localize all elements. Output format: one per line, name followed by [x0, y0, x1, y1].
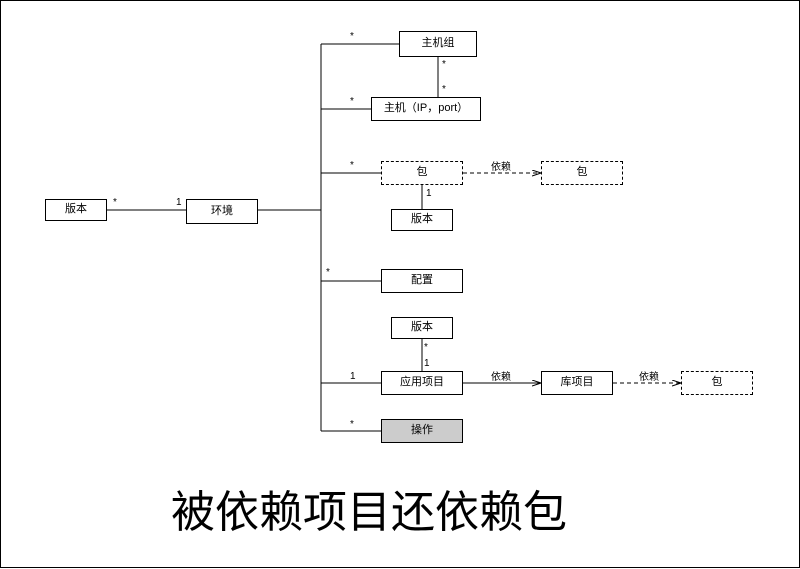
edge-label: *: [424, 342, 428, 353]
caption: 被依赖项目还依赖包: [171, 476, 567, 540]
edge-label: 依赖: [491, 368, 511, 383]
edge-label: *: [442, 59, 446, 70]
edge-label: 依赖: [639, 368, 659, 383]
edge-label: *: [113, 197, 117, 208]
edge-label: 1: [426, 188, 432, 199]
node-yingyong: 应用项目: [381, 371, 463, 395]
edge-label: 1: [176, 197, 182, 208]
node-huanjing: 环境: [186, 199, 258, 224]
node-caozuo: 操作: [381, 419, 463, 443]
edge-label: *: [326, 267, 330, 278]
node-bao2: 包: [541, 161, 623, 185]
node-kuxiangmu: 库项目: [541, 371, 613, 395]
edge-label: 1: [350, 371, 356, 382]
edge-label: 依赖: [491, 158, 511, 173]
edge-label: *: [350, 419, 354, 430]
node-banben_left: 版本: [45, 199, 107, 221]
node-bao3: 包: [681, 371, 753, 395]
edge-label: 1: [424, 358, 430, 369]
diagram-canvas: 被依赖项目还依赖包 版本环境主机组主机（IP，port）包包版本配置版本应用项目…: [0, 0, 800, 568]
node-zhujizu: 主机组: [399, 31, 477, 57]
edge-label: *: [350, 160, 354, 171]
node-banben_mid: 版本: [391, 209, 453, 231]
node-zhuji: 主机（IP，port）: [371, 97, 481, 121]
node-bao1: 包: [381, 161, 463, 185]
edge-label: *: [442, 84, 446, 95]
node-peizhi: 配置: [381, 269, 463, 293]
edge-label: *: [350, 31, 354, 42]
node-banben_proj: 版本: [391, 317, 453, 339]
edge-label: *: [350, 96, 354, 107]
